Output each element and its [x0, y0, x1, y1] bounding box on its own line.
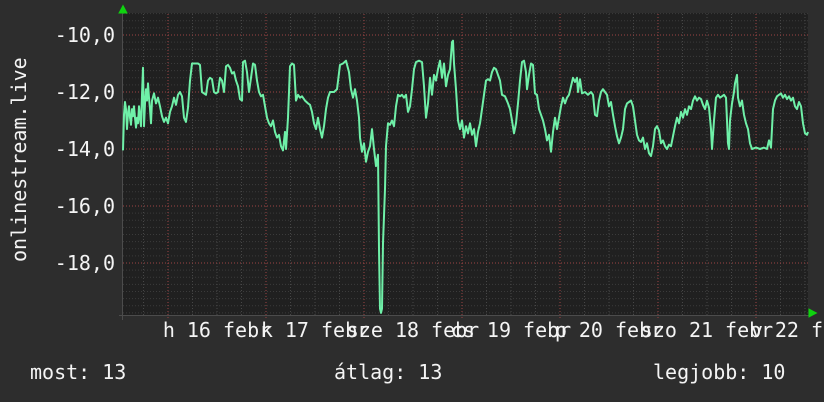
x-tick-label: p 20 febr — [554, 318, 664, 342]
x-tick-label: sze 18 febr — [346, 318, 480, 342]
y-axis-arrow-icon — [118, 4, 128, 14]
stats-row: most: 13 átlag: 13 legjobb: 10 — [0, 359, 824, 387]
x-tick-label: v 22 febr — [750, 318, 824, 342]
stat-legjobb: legjobb: 10 — [653, 360, 786, 384]
x-tick-label: cs 19 febr — [450, 318, 572, 342]
y-tick-label: -16,0 — [54, 194, 115, 218]
x-axis-arrow-icon — [808, 308, 818, 318]
y-tick-label: -12,0 — [54, 80, 115, 104]
x-tick-label: szo 21 febr — [640, 318, 774, 342]
y-tick-label: -18,0 — [54, 251, 115, 275]
y-axis-tick-labels: -10,0 -12,0 -14,0 -16,0 -18,0 — [0, 0, 115, 340]
x-tick-label: k 17 febr — [260, 318, 370, 342]
y-tick-label: -10,0 — [54, 23, 115, 47]
stat-atlag: átlag: 13 — [334, 360, 443, 384]
stat-most: most: 13 — [30, 360, 127, 384]
y-tick-label: -14,0 — [54, 137, 115, 161]
x-tick-label: h 16 febr — [162, 318, 272, 342]
data-line — [122, 39, 809, 314]
